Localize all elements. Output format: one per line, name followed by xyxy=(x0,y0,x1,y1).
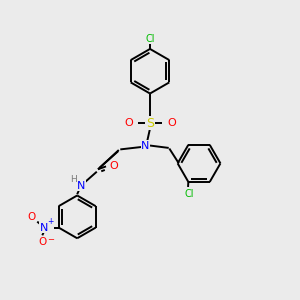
Text: Cl: Cl xyxy=(184,189,194,200)
Text: O: O xyxy=(109,161,118,171)
Text: +: + xyxy=(48,217,54,226)
Text: O: O xyxy=(38,237,46,248)
Text: O: O xyxy=(167,118,176,128)
Text: N: N xyxy=(141,140,150,151)
Text: H: H xyxy=(70,175,77,184)
Text: O: O xyxy=(124,118,133,128)
Text: N: N xyxy=(77,181,86,191)
Text: N: N xyxy=(40,223,48,232)
Text: −: − xyxy=(47,235,54,244)
Text: S: S xyxy=(146,117,154,130)
Text: Cl: Cl xyxy=(145,34,155,44)
Text: O: O xyxy=(27,212,35,222)
